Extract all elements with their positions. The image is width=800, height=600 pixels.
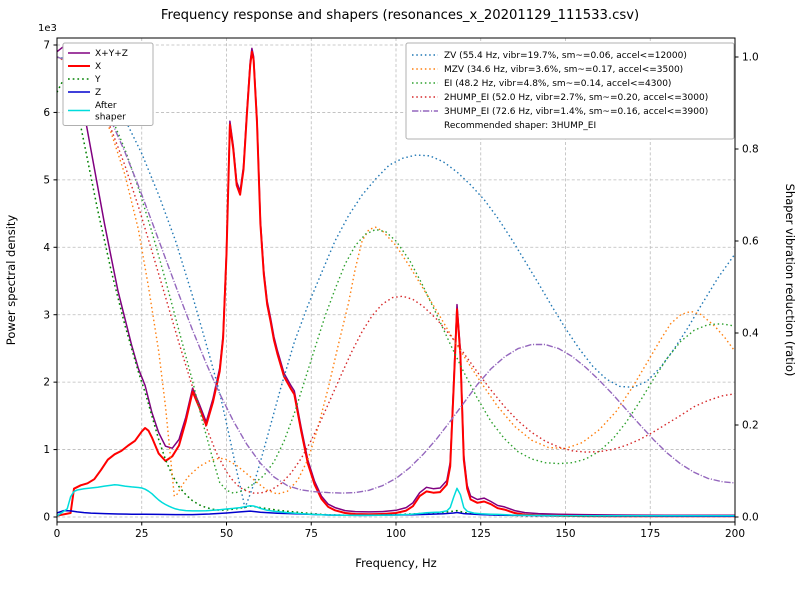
y-left-tick-label: 0: [43, 512, 50, 524]
legend-shaper-label: 2HUMP_EI (52.0 Hz, vibr=2.7%, sm~=0.20, …: [444, 93, 708, 103]
x-tick-label: 100: [386, 528, 406, 540]
x-tick-label: 0: [54, 528, 61, 540]
y-right-axis-label: Shaper vibration reduction (ratio): [783, 184, 797, 377]
legend-shaper-label: EI (48.2 Hz, vibr=4.8%, sm~=0.14, accel<…: [444, 79, 671, 89]
legend-shaper-label: MZV (34.6 Hz, vibr=3.6%, sm~=0.17, accel…: [444, 65, 683, 75]
y-right-tick-label: 0.0: [742, 512, 759, 524]
psd-line-after-shaper: [56, 484, 735, 517]
legend-psd-label: Z: [95, 88, 101, 98]
y-left-axis-label: Power spectral density: [4, 215, 18, 346]
legends: X+Y+Z XYZ After shaper ZV (55.4 Hz, vibr=19.…: [62, 42, 735, 140]
x-tick-label: 75: [305, 528, 318, 540]
legend-psd-label: X: [95, 62, 101, 72]
y-right-tick-label: 0.2: [742, 420, 759, 432]
legend-recommendation: Recommended shaper: 3HUMP_EI: [444, 121, 596, 131]
legend-psd-box: [62, 42, 154, 126]
y-left-tick-label: 4: [43, 242, 50, 254]
shaper-line-mzv: [56, 56, 736, 497]
y-left-tick-label: 1: [43, 444, 50, 456]
y-right-tick-label: 0.8: [742, 144, 759, 156]
legend-psd-label: X+Y+Z: [95, 49, 128, 59]
series: [56, 45, 736, 518]
legend-shaper-label: ZV (55.4 Hz, vibr=19.7%, sm~=0.06, accel…: [444, 51, 687, 61]
legend-psd-label: Y: [94, 75, 101, 85]
legend-psd: X+Y+Z XYZ After shaper: [62, 42, 154, 126]
y-right-tick-label: 1.0: [742, 52, 759, 64]
y-left-tick-label: 3: [43, 309, 50, 321]
legend-psd-label: After: [95, 101, 117, 111]
y-right-tick-label: 0.6: [742, 236, 759, 248]
x-tick-label: 200: [725, 528, 745, 540]
y-left-tick-label: 6: [43, 107, 50, 119]
legend-shaper-label: 3HUMP_EI (72.6 Hz, vibr=1.4%, sm~=0.16, …: [444, 107, 708, 117]
x-tick-label: 150: [555, 528, 575, 540]
y-left-offset-label: 1e3: [38, 23, 57, 34]
chart-title: Frequency response and shapers (resonanc…: [161, 8, 639, 23]
axes: 0 25 50 75 100 125 150 175 200 0 1 2 3 4 5 6 7 0.0 0.2 0.4 0…: [43, 37, 759, 540]
y-left-tick-label: 7: [43, 40, 50, 52]
legend-shapers: ZV (55.4 Hz, vibr=19.7%, sm~=0.06, accel…: [405, 42, 735, 140]
y-right-tick-label: 0.4: [742, 328, 759, 340]
shaper-line-2hump_ei: [56, 56, 736, 494]
x-tick-label: 175: [640, 528, 660, 540]
shaper-line-zv: [56, 56, 736, 509]
x-axis-label: Frequency, Hz: [355, 556, 436, 570]
y-left-tick-label: 5: [43, 174, 50, 186]
psd-line-x: [56, 50, 735, 518]
y-left-tick-label: 2: [43, 377, 50, 389]
x-tick-label: 25: [135, 528, 148, 540]
legend-shapers-box: [405, 42, 735, 140]
legend-psd-label: shaper: [95, 113, 126, 123]
x-tick-label: 125: [471, 528, 491, 540]
shaper-line-ei: [56, 56, 736, 494]
x-tick-label: 50: [220, 528, 233, 540]
